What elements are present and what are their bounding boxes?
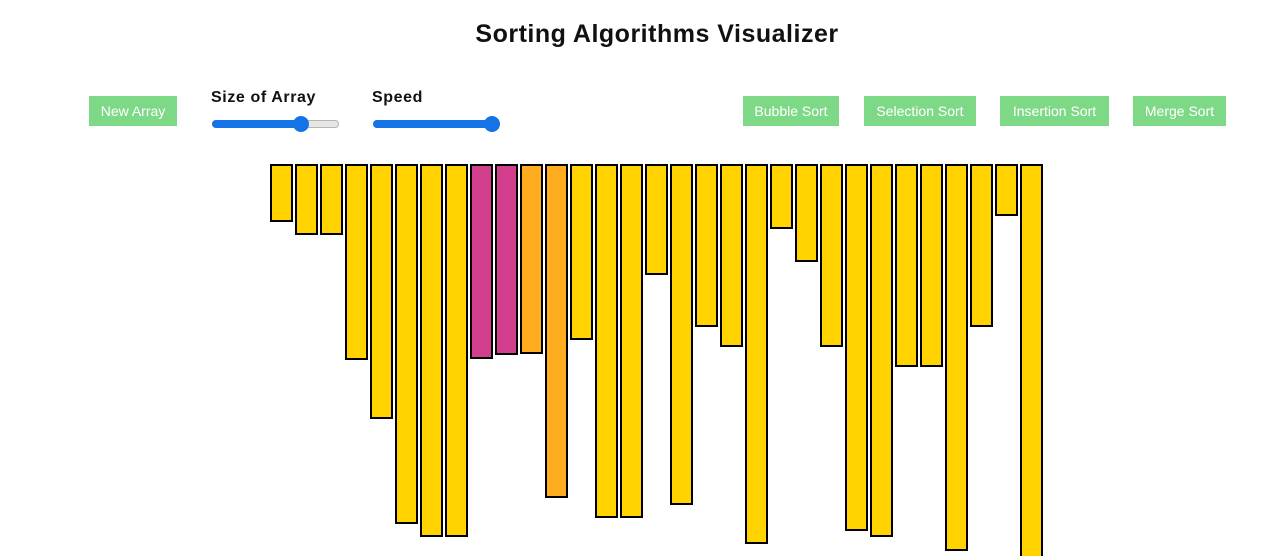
array-bar [970, 164, 993, 327]
array-bar [770, 164, 793, 229]
array-bar [670, 164, 693, 505]
array-bar [420, 164, 443, 537]
page-title: Sorting Algorithms Visualizer [475, 20, 839, 48]
array-bar [570, 164, 593, 340]
array-bar [645, 164, 668, 275]
insertion-sort-button[interactable]: Insertion Sort [1000, 96, 1109, 126]
array-bar [995, 164, 1018, 216]
size-slider-fill [212, 120, 301, 128]
array-bar [370, 164, 393, 419]
array-bar [945, 164, 968, 551]
array-bar [795, 164, 818, 262]
size-slider-thumb[interactable] [293, 116, 309, 132]
array-bar [870, 164, 893, 537]
speed-slider-fill [373, 120, 492, 128]
array-bar [745, 164, 768, 544]
merge-sort-button[interactable]: Merge Sort [1133, 96, 1226, 126]
size-of-array-label: Size of Array [211, 89, 317, 106]
array-bar [395, 164, 418, 524]
array-bar [1020, 164, 1043, 556]
array-bar [545, 164, 568, 498]
speed-label: Speed [372, 89, 424, 106]
new-array-button[interactable]: New Array [89, 96, 177, 126]
array-bar [495, 164, 518, 355]
array-bar [620, 164, 643, 518]
speed-slider-thumb[interactable] [484, 116, 500, 132]
size-of-array-slider[interactable] [212, 116, 339, 132]
array-bar [595, 164, 618, 518]
array-bar [320, 164, 343, 235]
bubble-sort-button[interactable]: Bubble Sort [743, 96, 839, 126]
array-bar [920, 164, 943, 367]
array-bar [445, 164, 468, 537]
array-bar [295, 164, 318, 235]
array-bar [820, 164, 843, 347]
array-bar [845, 164, 868, 531]
array-bar [345, 164, 368, 360]
array-bar [720, 164, 743, 347]
speed-slider[interactable] [373, 116, 500, 132]
array-bar [895, 164, 918, 367]
array-bar [470, 164, 493, 359]
array-bar [695, 164, 718, 327]
selection-sort-button[interactable]: Selection Sort [864, 96, 976, 126]
array-bar [270, 164, 293, 222]
array-bar [520, 164, 543, 354]
